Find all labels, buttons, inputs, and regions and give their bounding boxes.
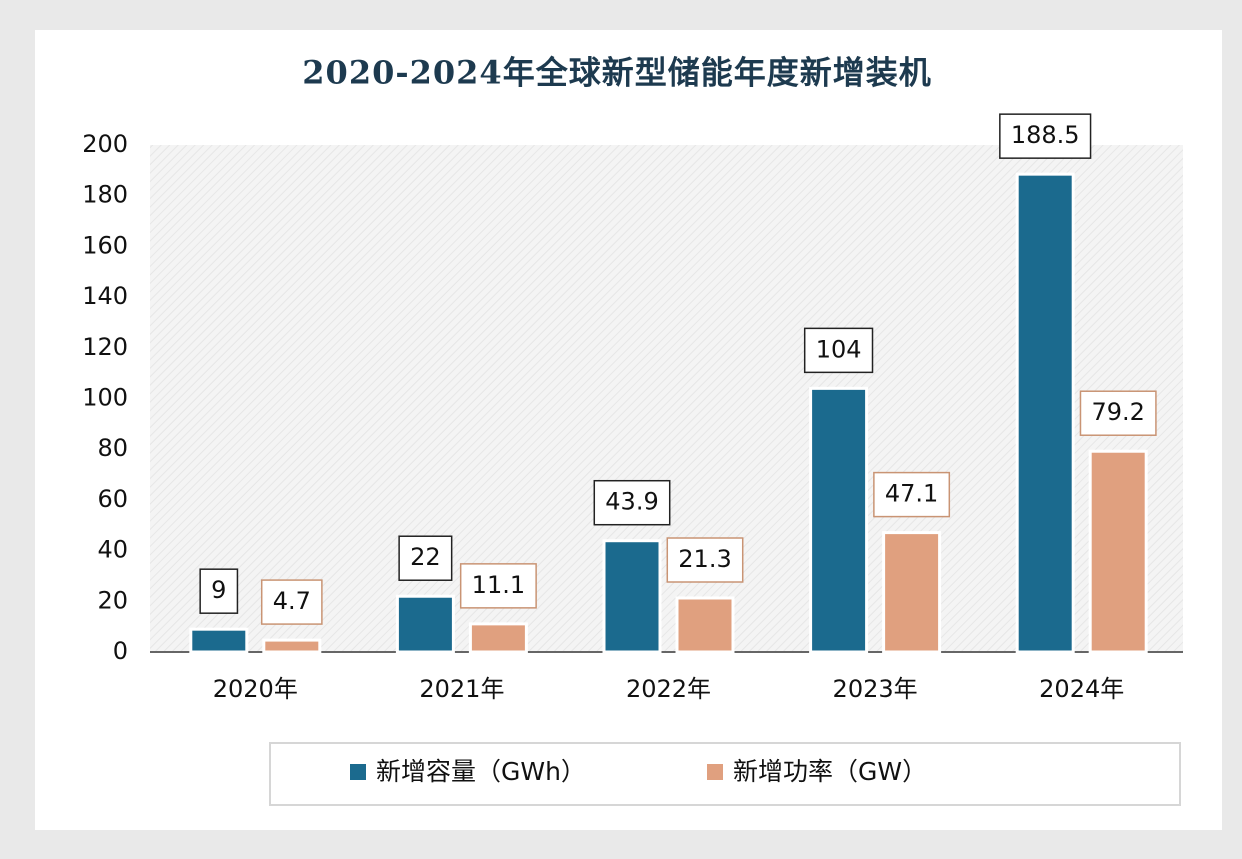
value-label: 47.1 bbox=[885, 480, 938, 508]
value-label: 104 bbox=[816, 335, 862, 363]
bar bbox=[1088, 449, 1148, 654]
value-label: 22 bbox=[410, 543, 441, 571]
value-label: 9 bbox=[211, 576, 226, 604]
x-tick-label: 2020年 bbox=[213, 675, 298, 703]
bar bbox=[602, 539, 662, 654]
bar bbox=[468, 622, 528, 654]
bar bbox=[189, 627, 249, 654]
value-label-box bbox=[873, 471, 951, 518]
y-tick-label: 120 bbox=[82, 333, 128, 361]
bar bbox=[675, 596, 735, 654]
y-tick-label: 100 bbox=[82, 384, 128, 412]
y-tick-label: 60 bbox=[97, 485, 128, 513]
y-tick-label: 180 bbox=[82, 181, 128, 209]
value-label-box bbox=[199, 568, 239, 614]
y-tick-label: 20 bbox=[97, 586, 128, 614]
legend-label: 新增功率（GW） bbox=[733, 757, 927, 786]
x-tick-label: 2021年 bbox=[419, 675, 504, 703]
legend-label: 新增容量（GWh） bbox=[376, 757, 586, 786]
y-tick-label: 0 bbox=[113, 637, 128, 665]
y-tick-label: 140 bbox=[82, 282, 128, 310]
bar bbox=[395, 594, 455, 654]
plot-area bbox=[150, 145, 1183, 652]
value-label-box bbox=[803, 327, 874, 374]
y-tick-label: 200 bbox=[82, 130, 128, 158]
value-label-box bbox=[593, 479, 671, 526]
bar bbox=[1015, 172, 1075, 654]
x-tick-label: 2023年 bbox=[833, 675, 918, 703]
bar bbox=[882, 531, 942, 654]
x-tick-label: 2024年 bbox=[1039, 675, 1124, 703]
bar bbox=[262, 638, 322, 654]
value-label: 188.5 bbox=[1011, 121, 1080, 149]
value-label-box bbox=[999, 113, 1092, 159]
value-label: 4.7 bbox=[273, 587, 311, 615]
legend bbox=[269, 742, 1181, 806]
x-tick-label: 2022年 bbox=[626, 675, 711, 703]
value-label: 79.2 bbox=[1091, 398, 1144, 426]
value-label-box bbox=[1079, 390, 1157, 436]
legend-swatch bbox=[707, 764, 723, 780]
chart-title: 2020-2024年全球新型储能年度新增装机 bbox=[302, 54, 931, 92]
value-label: 21.3 bbox=[678, 545, 731, 573]
y-tick-label: 80 bbox=[97, 434, 128, 462]
y-tick-label: 40 bbox=[97, 536, 128, 564]
value-label-box bbox=[666, 537, 744, 583]
bar bbox=[809, 386, 869, 654]
value-label: 43.9 bbox=[605, 488, 658, 516]
value-label: 11.1 bbox=[472, 571, 525, 599]
y-tick-label: 160 bbox=[82, 231, 128, 259]
value-label-box bbox=[260, 579, 323, 625]
legend-swatch bbox=[350, 764, 366, 780]
value-label-box bbox=[459, 563, 537, 609]
value-label-box bbox=[398, 535, 453, 581]
